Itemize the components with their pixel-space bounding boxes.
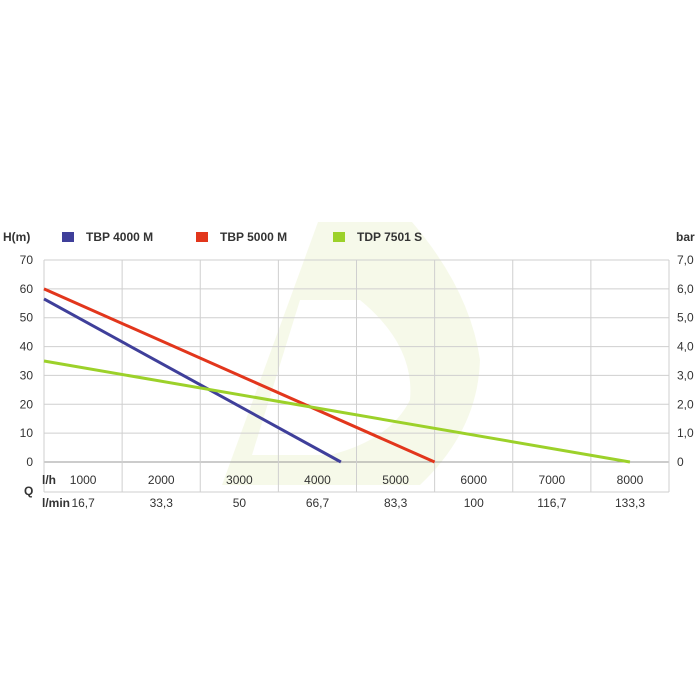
x-tick-label-lh: 5000 <box>382 473 409 487</box>
y-right-title: bar <box>676 230 695 244</box>
y-right-tick-label: 7,0 <box>677 253 694 267</box>
x-tick-label-lmin: 83,3 <box>384 496 408 510</box>
y-left-tick-label: 10 <box>20 426 34 440</box>
legend-swatch-tbp-5000-m <box>196 232 208 242</box>
x-unit-secondary: l/min <box>42 496 70 510</box>
x-tick-label-lmin: 33,3 <box>150 496 174 510</box>
axis-ticks: 0 10 1,0 20 2,0 30 3,0 40 4,0 50 5,0 60 6,0 70 7,0 0 100… <box>20 253 694 510</box>
brand-watermark <box>222 222 480 485</box>
y-right-tick-label: 2,0 <box>677 397 694 411</box>
x-tick-label-lh: 8000 <box>617 473 644 487</box>
legend-label-tbp-5000-m: TBP 5000 M <box>220 230 287 244</box>
y-right-tick-label: 6,0 <box>677 282 694 296</box>
legend: H(m) TBP 4000 M TBP 5000 M TDP 7501 S ba… <box>3 230 695 244</box>
series-line-1 <box>43 287 436 464</box>
y-left-tick-label: 20 <box>20 397 34 411</box>
series-line-2 <box>43 359 631 464</box>
x-tick-label-lmin: 50 <box>233 496 247 510</box>
x-tick-label-lh: 4000 <box>304 473 331 487</box>
y-left-tick-label: 30 <box>20 368 34 382</box>
x-tick-label-lmin: 116,7 <box>537 496 566 510</box>
x-tick-label-lh: 6000 <box>460 473 487 487</box>
legend-label-tbp-4000-m: TBP 4000 M <box>86 230 153 244</box>
y-left-title: H(m) <box>3 230 30 244</box>
x-tick-label-lh: 1000 <box>70 473 97 487</box>
y-left-tick-label: 60 <box>20 282 34 296</box>
x-tick-label-lh: 7000 <box>539 473 566 487</box>
x-tick-label-lmin: 16,7 <box>71 496 95 510</box>
y-right-tick-label: 0 <box>677 455 684 469</box>
x-tick-label-lh: 2000 <box>148 473 175 487</box>
y-right-tick-label: 1,0 <box>677 426 694 440</box>
y-left-tick-label: 40 <box>20 340 34 354</box>
x-tick-label-lmin: 133,3 <box>615 496 645 510</box>
legend-label-tdp-7501-s: TDP 7501 S <box>357 230 422 244</box>
y-left-tick-label: 50 <box>20 311 34 325</box>
x-tick-label-lh: 3000 <box>226 473 253 487</box>
series-line-0 <box>43 297 342 464</box>
x-tick-label-lmin: 66,7 <box>306 496 330 510</box>
y-right-tick-label: 3,0 <box>677 368 694 382</box>
x-unit-primary: l/h <box>42 473 56 487</box>
y-left-tick-label: 70 <box>20 253 34 267</box>
y-right-tick-label: 4,0 <box>677 340 694 354</box>
grid <box>43 259 670 493</box>
series-lines <box>43 287 631 464</box>
y-left-tick-label: 0 <box>26 455 33 469</box>
legend-swatch-tdp-7501-s <box>333 232 345 242</box>
x-tick-label-lmin: 100 <box>464 496 484 510</box>
x-axis-title: Q <box>24 484 33 498</box>
legend-swatch-tbp-4000-m <box>62 232 74 242</box>
y-right-tick-label: 5,0 <box>677 311 694 325</box>
